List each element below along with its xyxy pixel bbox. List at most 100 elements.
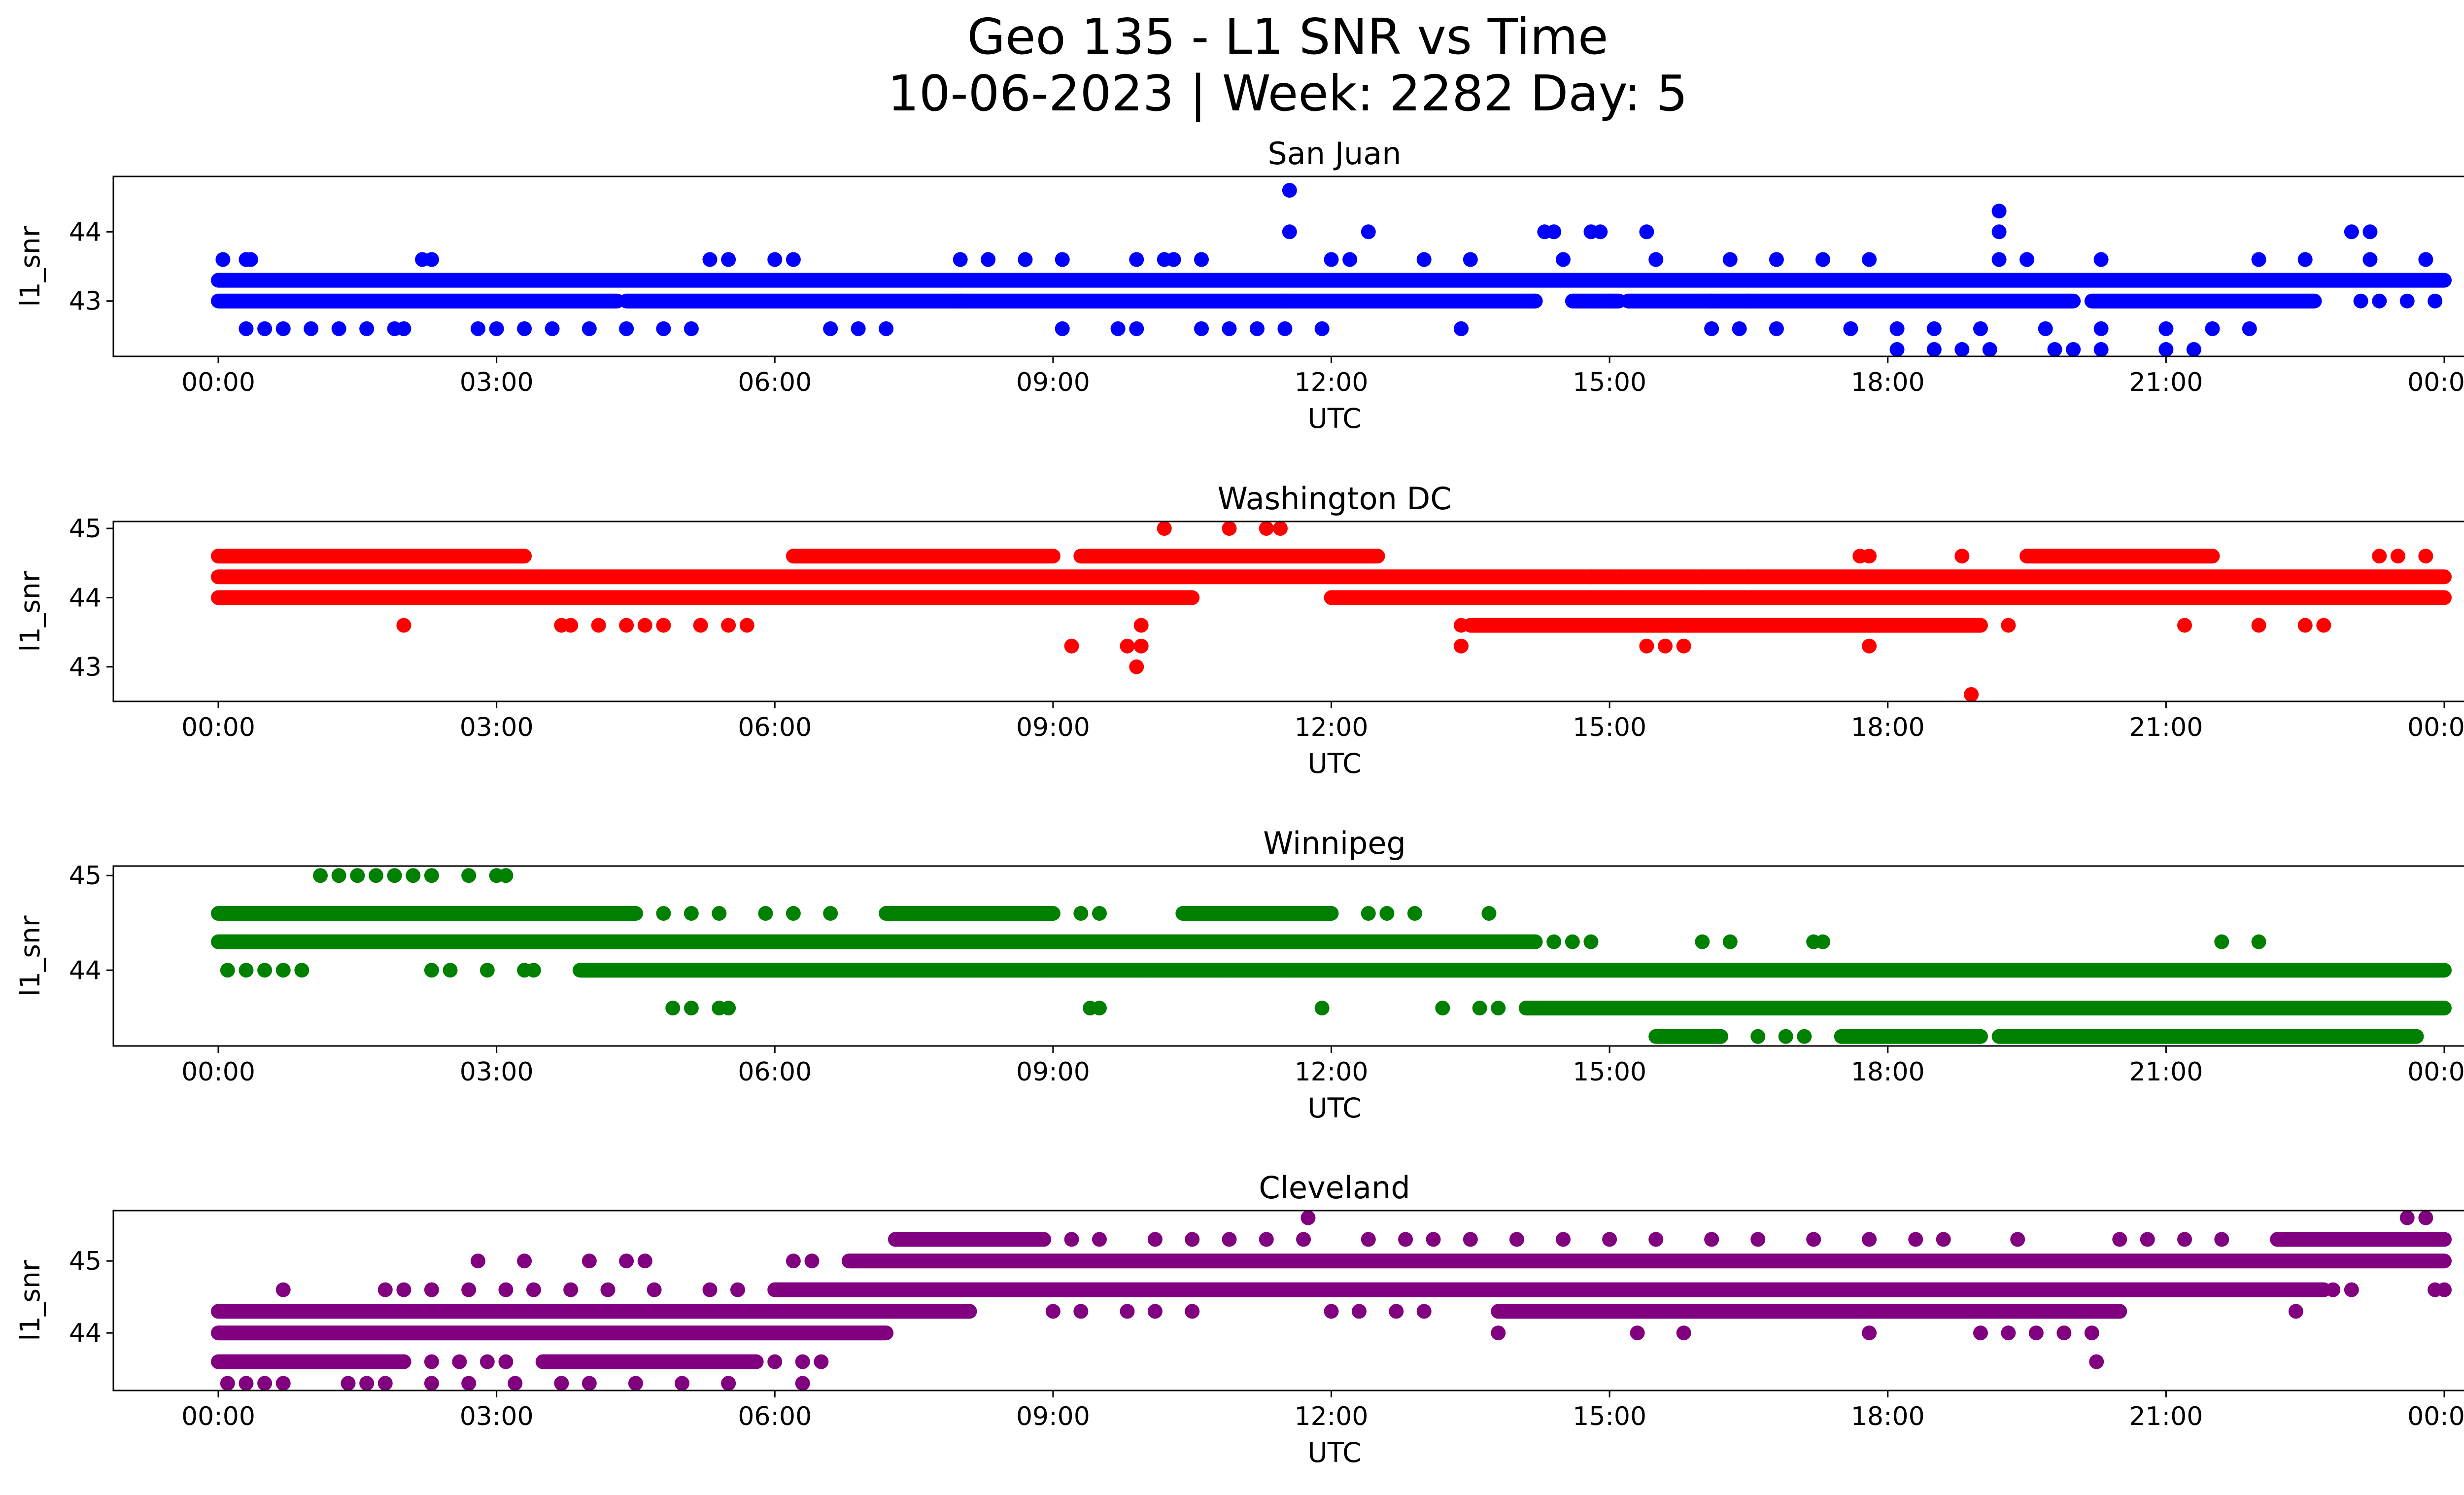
data-point (1361, 1232, 1376, 1247)
data-point (1936, 1232, 1951, 1247)
data-point (1379, 906, 1395, 921)
data-point (1926, 342, 1942, 356)
data-point (823, 321, 838, 336)
data-point (1435, 1001, 1450, 1016)
data-point (851, 321, 866, 336)
data-point (1509, 1232, 1524, 1247)
data-point (953, 252, 968, 267)
data-point (368, 868, 383, 883)
data-point (1630, 1325, 1645, 1341)
data-point (2344, 1282, 2359, 1297)
y-axis-label: l1_snr (14, 226, 46, 307)
x-tick-label: 12:00 (1295, 1057, 1369, 1087)
data-point (424, 1354, 439, 1369)
data-point (795, 1354, 810, 1369)
data-point (2297, 252, 2313, 267)
data-point (730, 1282, 745, 1297)
x-tick-label: 09:00 (1016, 1402, 1090, 1431)
data-point (814, 1354, 829, 1369)
data-point (1593, 224, 1608, 240)
data-point (1018, 252, 1033, 267)
y-axis-label: l1_snr (14, 571, 46, 652)
data-point (545, 321, 560, 336)
data-point (1769, 252, 1784, 267)
data-point (2093, 252, 2109, 267)
data-point (1991, 252, 2007, 267)
data-point (377, 1282, 393, 1297)
data-point (786, 1253, 801, 1269)
data-point (1862, 252, 1877, 267)
x-tick-label: 21:00 (2129, 1402, 2203, 1431)
data-point (1398, 1232, 1413, 1247)
data-point (1695, 569, 1710, 585)
data-point (275, 963, 291, 978)
x-tick-label: 15:00 (1573, 1057, 1646, 1087)
x-tick-label: 12:00 (1295, 368, 1369, 397)
data-point (215, 252, 231, 267)
data-point (377, 1376, 393, 1391)
data-point (1314, 321, 1330, 336)
data-point (2047, 342, 2062, 356)
data-point (1982, 342, 1997, 356)
data-point (1133, 618, 1149, 633)
data-point (591, 618, 606, 633)
x-tick-label: 12:00 (1295, 713, 1369, 742)
data-point (1133, 638, 1149, 654)
data-point (1361, 224, 1376, 240)
data-point (1778, 1029, 1793, 1044)
data-point (786, 906, 801, 921)
data-point (1797, 1029, 1812, 1044)
data-point (461, 1376, 477, 1391)
x-tick-label: 06:00 (738, 713, 812, 742)
data-point (619, 321, 634, 336)
data-point (2297, 618, 2313, 633)
data-point (656, 618, 671, 633)
data-point (684, 321, 699, 336)
data-point (1648, 252, 1664, 267)
x-tick-label: 09:00 (1016, 1057, 1090, 1087)
data-point (1639, 224, 1654, 240)
data-point (619, 618, 634, 633)
data-point (600, 1282, 616, 1297)
data-point (257, 1376, 273, 1391)
data-point (981, 252, 996, 267)
x-tick-label: 06:00 (738, 1402, 812, 1431)
data-point (637, 1253, 652, 1269)
data-point (1389, 1304, 1404, 1319)
data-point (1954, 549, 1970, 564)
data-point (1908, 1232, 1923, 1247)
data-point (1973, 321, 1988, 336)
data-point (1964, 687, 1979, 701)
data-point (2372, 549, 2387, 564)
data-point (2242, 321, 2257, 336)
data-point (424, 1282, 439, 1297)
x-tick-label: 18:00 (1851, 1057, 1925, 1087)
x-tick-label: 03:00 (460, 368, 534, 397)
data-point (1064, 638, 1079, 654)
data-point (2326, 1282, 2341, 1297)
data-point (1583, 569, 1599, 585)
data-point (1277, 321, 1293, 336)
data-point (387, 868, 402, 883)
subplot-title-winnipeg: Winnipeg (1263, 825, 1406, 861)
data-point (1272, 521, 1288, 536)
data-point (275, 1376, 291, 1391)
x-tick-label: 00:00 (2407, 713, 2464, 742)
data-point (2214, 1232, 2229, 1247)
series-cleveland (211, 1210, 2452, 1391)
y-tick-label: 44 (69, 583, 102, 613)
data-point (1259, 1232, 1274, 1247)
data-point (656, 906, 671, 921)
data-point (2093, 342, 2109, 356)
data-point (2399, 293, 2415, 309)
x-tick-label: 03:00 (460, 1057, 534, 1087)
data-point (2158, 321, 2174, 336)
data-point (1166, 252, 1181, 267)
subplot-washington-dc: Washington DC 00:00 03:00 06:00 09:00 12:00 15… (14, 481, 2464, 779)
x-tick-label: 15:00 (1573, 713, 1646, 742)
x-axis-label: UTC (1307, 1092, 1361, 1124)
x-tick-label: 09:00 (1016, 713, 1090, 742)
data-point (888, 963, 903, 978)
data-point (1073, 1304, 1089, 1319)
data-point (517, 1253, 532, 1269)
